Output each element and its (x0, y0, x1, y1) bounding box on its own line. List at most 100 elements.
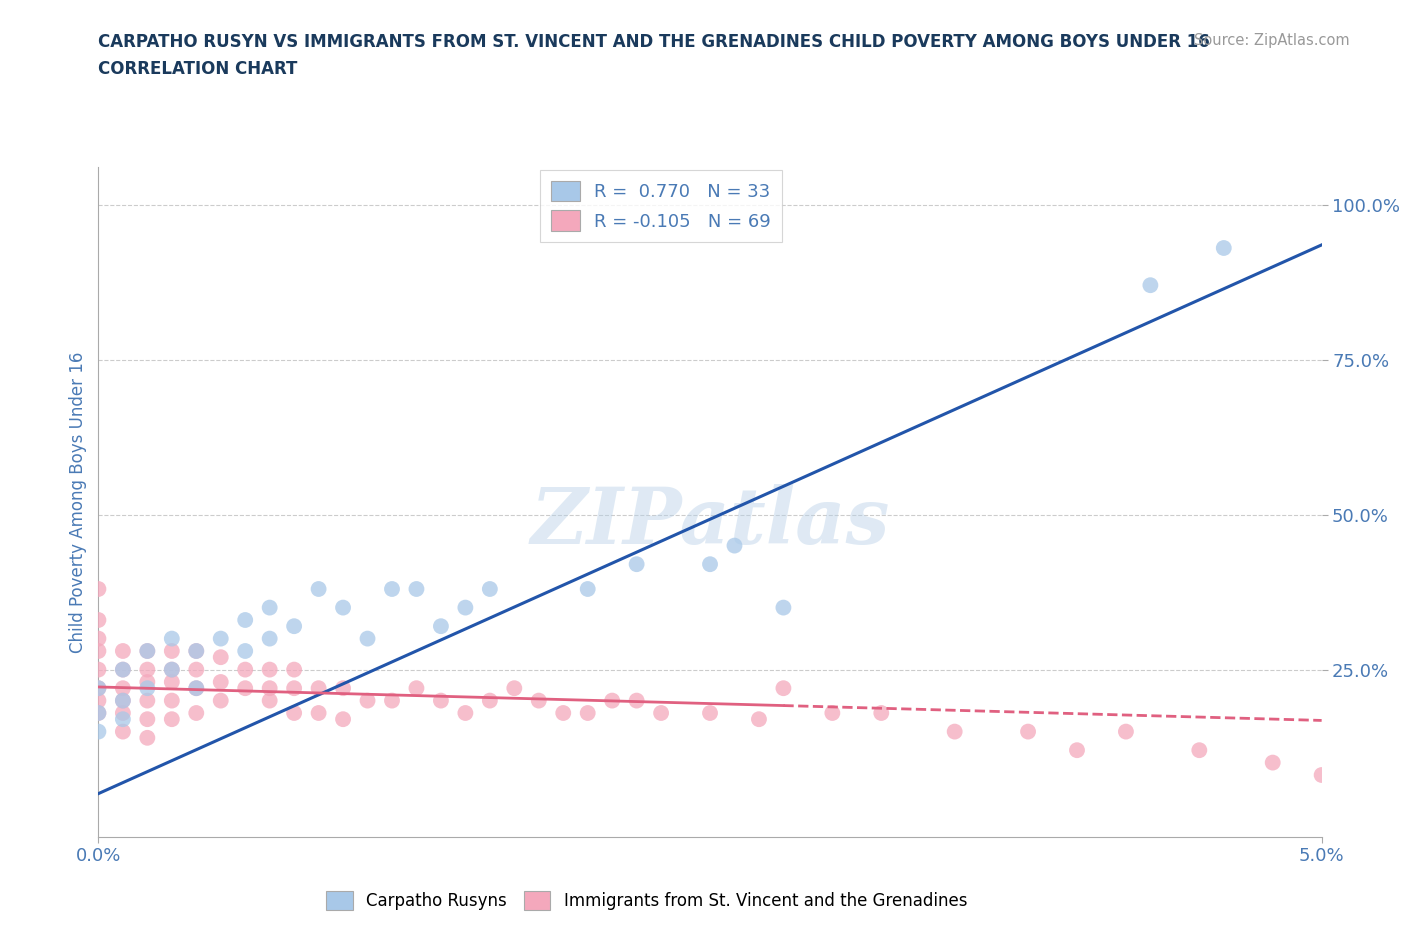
Point (381, 693, 404, 708)
Point (430, 618, 453, 633)
Point (1212, 241, 1234, 256)
Point (186, 706, 208, 721)
Point (650, 706, 672, 721)
Point (283, 681, 305, 696)
Point (356, 693, 378, 708)
Point (1066, 743, 1088, 758)
Point (111, 724, 134, 739)
Legend: R =  0.770   N = 33, R = -0.105   N = 69: R = 0.770 N = 33, R = -0.105 N = 69 (540, 170, 782, 242)
Point (308, 681, 330, 696)
Point (186, 644, 208, 658)
Point (160, 693, 183, 708)
Point (87, 724, 110, 739)
Point (283, 662, 305, 677)
Point (111, 706, 134, 721)
Point (160, 631, 183, 646)
Point (821, 706, 844, 721)
Point (136, 711, 159, 726)
Point (136, 644, 159, 658)
Point (1310, 767, 1333, 782)
Point (576, 706, 599, 721)
Point (136, 662, 159, 677)
Point (87, 613, 110, 628)
Point (527, 693, 550, 708)
Point (209, 650, 232, 665)
Point (1115, 724, 1137, 739)
Point (748, 711, 770, 726)
Point (943, 724, 966, 739)
Point (186, 681, 208, 696)
Point (186, 662, 208, 677)
Point (111, 681, 134, 696)
Point (283, 618, 305, 633)
Point (136, 681, 159, 696)
Point (283, 706, 305, 721)
Point (576, 581, 599, 596)
Point (381, 581, 404, 596)
Point (160, 662, 183, 677)
Point (478, 581, 501, 596)
Point (308, 581, 330, 596)
Point (626, 693, 648, 708)
Point (111, 662, 134, 677)
Point (233, 662, 256, 677)
Point (699, 706, 721, 721)
Point (405, 681, 427, 696)
Point (209, 674, 232, 689)
Point (160, 711, 183, 726)
Text: CARPATHO RUSYN VS IMMIGRANTS FROM ST. VINCENT AND THE GRENADINES CHILD POVERTY A: CARPATHO RUSYN VS IMMIGRANTS FROM ST. VI… (98, 33, 1211, 50)
Point (209, 631, 232, 646)
Point (111, 662, 134, 677)
Point (478, 693, 501, 708)
Point (772, 681, 794, 696)
Point (356, 631, 378, 646)
Legend: Carpatho Rusyns, Immigrants from St. Vincent and the Grenadines: Carpatho Rusyns, Immigrants from St. Vin… (319, 884, 974, 917)
Text: Source: ZipAtlas.com: Source: ZipAtlas.com (1194, 33, 1350, 47)
Y-axis label: Child Poverty Among Boys Under 16: Child Poverty Among Boys Under 16 (69, 352, 87, 653)
Point (111, 711, 134, 726)
Point (233, 681, 256, 696)
Text: ZIPatlas: ZIPatlas (530, 484, 890, 561)
Point (233, 613, 256, 628)
Point (186, 644, 208, 658)
Point (136, 674, 159, 689)
Point (1017, 724, 1039, 739)
Point (308, 706, 330, 721)
Point (699, 557, 721, 572)
Point (160, 674, 183, 689)
Point (259, 600, 281, 615)
Point (600, 693, 623, 708)
Point (870, 706, 893, 721)
Point (430, 693, 453, 708)
Point (87, 631, 110, 646)
Point (454, 706, 477, 721)
Point (259, 681, 281, 696)
Point (503, 681, 526, 696)
Point (136, 644, 159, 658)
Point (87, 644, 110, 658)
Text: CORRELATION CHART: CORRELATION CHART (98, 60, 298, 78)
Point (1261, 755, 1284, 770)
Point (87, 662, 110, 677)
Point (553, 706, 575, 721)
Point (454, 600, 477, 615)
Point (111, 693, 134, 708)
Point (87, 693, 110, 708)
Point (259, 631, 281, 646)
Point (186, 681, 208, 696)
Point (772, 600, 794, 615)
Point (136, 693, 159, 708)
Point (332, 681, 354, 696)
Point (626, 557, 648, 572)
Point (87, 706, 110, 721)
Point (136, 730, 159, 745)
Point (87, 681, 110, 696)
Point (723, 538, 745, 553)
Point (259, 662, 281, 677)
Point (87, 706, 110, 721)
Point (405, 581, 427, 596)
Point (111, 693, 134, 708)
Point (209, 693, 232, 708)
Point (332, 711, 354, 726)
Point (1188, 743, 1211, 758)
